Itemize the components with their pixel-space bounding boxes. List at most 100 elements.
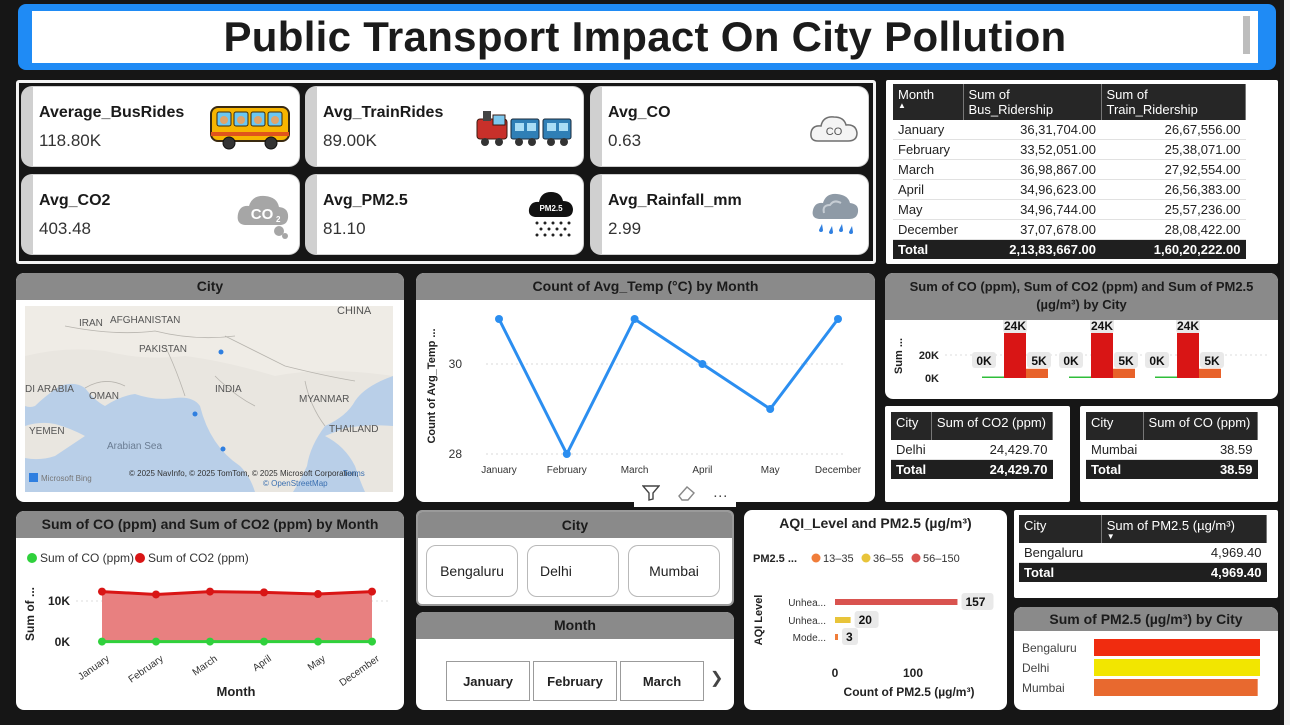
chevron-right-icon[interactable]: ❯ xyxy=(710,670,724,687)
kpi-frame xyxy=(16,80,876,264)
cell: March xyxy=(893,159,963,180)
data-point xyxy=(495,315,503,323)
data-point xyxy=(630,315,639,323)
map-terms-link[interactable]: Terms xyxy=(343,469,365,478)
cell: Total xyxy=(893,239,963,259)
table-row[interactable]: Delhi 24,429.70 xyxy=(891,440,1053,460)
eraser-icon[interactable] xyxy=(676,485,696,505)
column-header-bus[interactable]: Sum of Bus_Ridership xyxy=(963,84,1102,120)
table-row[interactable]: Bengaluru 4,969.40 xyxy=(1019,543,1267,563)
table-row[interactable]: April 34,96,623.00 26,56,383.00 xyxy=(893,179,1246,200)
temp-line-chart[interactable]: 30 28 Count of Avg_Temp ... January February… xyxy=(416,300,875,502)
kpi-value: 118.80K xyxy=(39,131,102,150)
data-label-bg xyxy=(854,611,879,628)
x-tick-label: January xyxy=(481,465,517,476)
pm-city-bar-chart[interactable]: Bengaluru Delhi Mumbai xyxy=(1014,631,1278,710)
cell: 26,56,383.00 xyxy=(1101,179,1246,200)
data-label-bg xyxy=(1059,352,1083,368)
slicer-option-february[interactable]: February xyxy=(533,661,617,701)
table-row[interactable]: February 33,52,051.00 25,38,071.00 xyxy=(893,139,1246,160)
filter-icon[interactable] xyxy=(641,485,661,505)
data-label-bg xyxy=(1200,352,1224,368)
table-row[interactable]: Mumbai 38.59 xyxy=(1086,440,1258,460)
co2-area xyxy=(102,591,372,642)
bar xyxy=(1026,368,1048,378)
column-header-city[interactable]: City▲ xyxy=(891,412,932,440)
bar xyxy=(1069,376,1091,378)
kpi-card-bus[interactable]: Average_BusRides 118.80K xyxy=(22,87,299,166)
map-label: IRAN xyxy=(79,318,103,329)
cell: Total xyxy=(891,459,932,479)
column-header-co2[interactable]: Sum of CO2 (ppm) xyxy=(931,412,1054,440)
table-row[interactable]: May 34,96,744.00 25,57,236.00 xyxy=(893,199,1246,220)
sort-arrow-icon: ▲ xyxy=(898,101,906,110)
ridership-table[interactable]: Month ▲ Sum of Bus_Ridership Sum of Train… xyxy=(893,84,1247,259)
aqi-chart-panel: AQI_Level and PM2.5 (µg/m³) PM2.5 ... 13–… xyxy=(744,510,1007,710)
data-label: 0K xyxy=(1149,354,1165,368)
slicer-option-march[interactable]: March xyxy=(620,661,704,701)
column-header-train[interactable]: Sum of Train_Ridership xyxy=(1101,84,1247,120)
kpi-value: 403.48 xyxy=(39,219,91,238)
bar xyxy=(1091,332,1113,378)
pm25-cloud-icon: PM2.5 xyxy=(528,192,573,237)
y-tick-label: Mumbai xyxy=(1022,681,1065,695)
svg-text:PM2.5: PM2.5 xyxy=(539,204,563,213)
cell: 38.59 xyxy=(1143,440,1258,460)
cell: 24,429.70 xyxy=(931,459,1053,479)
column-header-month[interactable]: Month ▲ xyxy=(893,84,964,120)
kpi-card-rainfall[interactable]: Avg_Rainfall_mm 2.99 xyxy=(591,175,868,254)
kpi-card-train[interactable]: Avg_TrainRides 89.00K xyxy=(306,87,583,166)
slicer-option-mumbai[interactable]: Mumbai xyxy=(628,545,720,597)
total-row: Total 38.59 xyxy=(1086,459,1258,479)
column-header-city[interactable]: City▲ xyxy=(1086,412,1144,440)
map-label: CHINA xyxy=(337,306,372,317)
map-point[interactable] xyxy=(218,349,224,355)
title-scrollbar[interactable] xyxy=(1243,16,1250,54)
total-row: Total 4,969.40 xyxy=(1019,562,1267,582)
slicer-option-delhi[interactable]: Delhi xyxy=(527,545,619,597)
cell: 34,96,744.00 xyxy=(963,199,1102,220)
kpi-label: Avg_PM2.5 xyxy=(323,192,408,209)
map-point[interactable] xyxy=(220,446,226,452)
slicer-option-january[interactable]: January xyxy=(446,661,530,701)
column-header-city[interactable]: City▲ xyxy=(1019,515,1102,543)
co-co2-area-chart[interactable]: Sum of CO (ppm) Sum of CO2 (ppm) 10K 0K Sum … xyxy=(16,538,404,710)
kpi-card-co[interactable]: Avg_CO 0.63 CO xyxy=(591,87,868,166)
co-point xyxy=(314,637,322,646)
slicer-option-bengaluru[interactable]: Bengaluru xyxy=(426,545,518,597)
map-label: OMAN xyxy=(89,391,119,402)
co2-point xyxy=(206,587,214,596)
kpi-value: 81.10 xyxy=(323,219,366,238)
cell: May xyxy=(893,199,963,220)
month-slicer-title: Month xyxy=(416,612,734,639)
aqi-bar-chart[interactable]: PM2.5 ... 13–35 36–55 56–150 AQI Level Unhea.… xyxy=(744,538,1007,710)
column-header-co[interactable]: Sum of CO (ppm) xyxy=(1143,412,1259,440)
city-map[interactable]: CHINA IRAN AFGHANISTAN PAKISTAN INDIA MY… xyxy=(25,306,393,492)
map-osm-link[interactable]: © OpenStreetMap xyxy=(263,479,328,488)
column-header-pm25[interactable]: Sum of PM2.5 (µg/m³) ▼ xyxy=(1101,515,1268,543)
kpi-card-pm25[interactable]: Avg_PM2.5 81.10 PM2.5 xyxy=(306,175,583,254)
pm-table-panel: City▲Sum of PM2.5 (µg/m³)▼ Bengaluru4,96… xyxy=(1014,510,1278,598)
map-point[interactable] xyxy=(192,411,198,417)
data-label-bg xyxy=(961,593,994,610)
x-tick-label: May xyxy=(306,653,328,673)
more-options-icon[interactable]: ··· xyxy=(712,486,728,504)
table-row[interactable]: December 37,07,678.00 28,08,422.00 xyxy=(893,219,1246,240)
kpi-card-co2[interactable]: Avg_CO2 403.48 CO 2 xyxy=(22,175,299,254)
legend-label: 36–55 xyxy=(873,553,904,565)
co-point xyxy=(152,637,160,646)
table-row[interactable]: March 36,98,867.00 27,92,554.00 xyxy=(893,159,1246,180)
y-tick-label: Mode... xyxy=(793,633,826,644)
pollutant-bar-chart[interactable]: 20K 0K Sum ... 0K 24K 5K 0K 24K 5K 0K 24K 5K xyxy=(885,320,1278,399)
title-banner: Public Transport Impact On City Pollutio… xyxy=(18,4,1276,70)
pm-table[interactable]: City▲Sum of PM2.5 (µg/m³)▼ Bengaluru4,96… xyxy=(1019,515,1268,582)
bus-icon xyxy=(210,106,290,150)
data-label: 0K xyxy=(976,354,992,368)
table-row[interactable]: January 36,31,704.00 26,67,556.00 xyxy=(893,120,1246,140)
data-label: 5K xyxy=(1204,354,1220,368)
legend-title: PM2.5 ... xyxy=(753,553,797,565)
bar-chart-title: Sum of CO (ppm), Sum of CO2 (ppm) and Su… xyxy=(885,273,1278,320)
y-tick-label: Delhi xyxy=(1022,661,1049,675)
